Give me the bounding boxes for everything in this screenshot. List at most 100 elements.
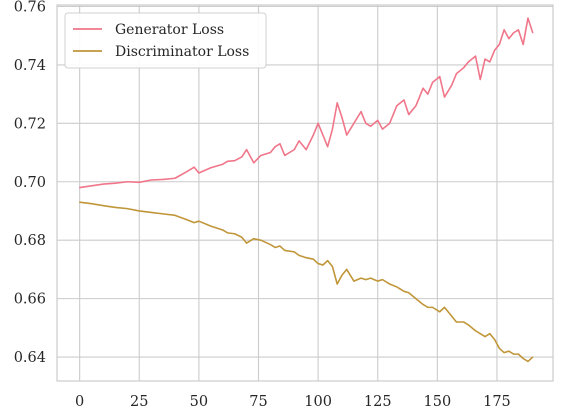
data-point bbox=[489, 333, 491, 335]
data-point bbox=[439, 311, 441, 313]
data-point bbox=[353, 280, 355, 282]
data-point bbox=[474, 55, 477, 57]
data-point bbox=[245, 149, 248, 151]
data-point bbox=[198, 220, 200, 222]
data-point bbox=[102, 205, 105, 207]
x-tick-label: 25 bbox=[130, 394, 148, 410]
data-point bbox=[260, 239, 262, 241]
x-tick-label: 175 bbox=[483, 394, 511, 410]
data-point bbox=[327, 146, 329, 148]
data-point bbox=[467, 324, 469, 326]
data-point bbox=[462, 321, 465, 323]
data-point bbox=[353, 122, 355, 124]
data-point bbox=[79, 187, 81, 189]
data-point bbox=[226, 232, 229, 234]
data-point bbox=[322, 134, 324, 136]
data-point bbox=[443, 306, 446, 308]
data-point bbox=[186, 219, 188, 221]
data-point bbox=[341, 274, 343, 276]
data-point bbox=[279, 143, 281, 145]
data-point bbox=[467, 61, 469, 63]
data-point bbox=[493, 49, 496, 51]
data-point bbox=[114, 206, 117, 209]
data-point bbox=[493, 338, 496, 341]
data-point bbox=[455, 321, 458, 323]
data-point bbox=[532, 32, 534, 34]
data-point bbox=[298, 254, 300, 256]
data-point bbox=[443, 96, 446, 98]
data-point bbox=[396, 286, 398, 288]
data-point bbox=[513, 32, 515, 34]
data-point bbox=[210, 167, 212, 169]
series-layer bbox=[79, 17, 534, 363]
data-point bbox=[150, 179, 152, 181]
data-point bbox=[322, 264, 324, 266]
data-point bbox=[489, 61, 491, 63]
data-point bbox=[274, 146, 276, 148]
data-point bbox=[431, 306, 434, 308]
data-point bbox=[365, 279, 367, 281]
data-point bbox=[193, 222, 195, 224]
data-point bbox=[408, 113, 410, 116]
data-point bbox=[312, 258, 314, 260]
data-point bbox=[102, 183, 105, 185]
data-point bbox=[331, 265, 334, 268]
data-point bbox=[234, 160, 236, 162]
data-point bbox=[269, 243, 272, 246]
data-point bbox=[451, 84, 453, 86]
data-point bbox=[532, 356, 534, 358]
data-point bbox=[503, 352, 505, 354]
data-point bbox=[336, 102, 338, 104]
data-point bbox=[455, 73, 458, 75]
data-point bbox=[360, 111, 362, 113]
data-point bbox=[377, 119, 379, 121]
data-point bbox=[503, 29, 505, 31]
data-point bbox=[162, 178, 164, 181]
series-line-generator-loss bbox=[79, 17, 534, 189]
data-point bbox=[274, 246, 276, 249]
data-point bbox=[331, 128, 334, 130]
data-point bbox=[305, 149, 307, 151]
data-point bbox=[312, 134, 314, 136]
data-point bbox=[90, 185, 93, 187]
series-line-discriminator-loss bbox=[79, 201, 534, 363]
x-tick-label: 0 bbox=[75, 394, 84, 410]
data-point bbox=[150, 211, 152, 214]
y-tick-label: 0.70 bbox=[14, 175, 46, 191]
data-point bbox=[186, 170, 188, 173]
data-point bbox=[222, 229, 224, 231]
data-point bbox=[415, 105, 417, 107]
data-point bbox=[381, 128, 384, 130]
y-tick-label: 0.64 bbox=[14, 350, 46, 366]
data-point bbox=[403, 99, 405, 101]
data-point bbox=[138, 181, 140, 183]
data-point bbox=[508, 350, 510, 352]
data-point bbox=[527, 17, 529, 19]
data-point bbox=[396, 105, 398, 107]
data-point bbox=[369, 277, 372, 279]
data-point bbox=[474, 330, 477, 332]
data-point bbox=[79, 201, 81, 203]
data-point bbox=[279, 245, 281, 247]
data-point bbox=[522, 357, 524, 360]
data-point bbox=[138, 210, 140, 212]
data-point bbox=[284, 154, 286, 157]
y-tick-label: 0.68 bbox=[14, 233, 46, 249]
data-point bbox=[293, 149, 295, 151]
data-point bbox=[427, 306, 429, 308]
data-point bbox=[114, 182, 117, 184]
data-point bbox=[346, 268, 348, 270]
data-point bbox=[193, 166, 195, 168]
data-point bbox=[484, 58, 486, 60]
data-point bbox=[377, 280, 379, 282]
y-tick-label: 0.74 bbox=[14, 58, 46, 74]
data-point bbox=[241, 156, 243, 158]
data-point bbox=[346, 134, 348, 136]
data-point bbox=[365, 122, 367, 124]
data-point bbox=[226, 160, 229, 162]
data-point bbox=[451, 315, 453, 317]
data-point bbox=[305, 257, 307, 259]
data-point bbox=[284, 249, 286, 252]
x-axis-ticks: 0 25 50 75 100 125 150 175 bbox=[75, 394, 511, 410]
